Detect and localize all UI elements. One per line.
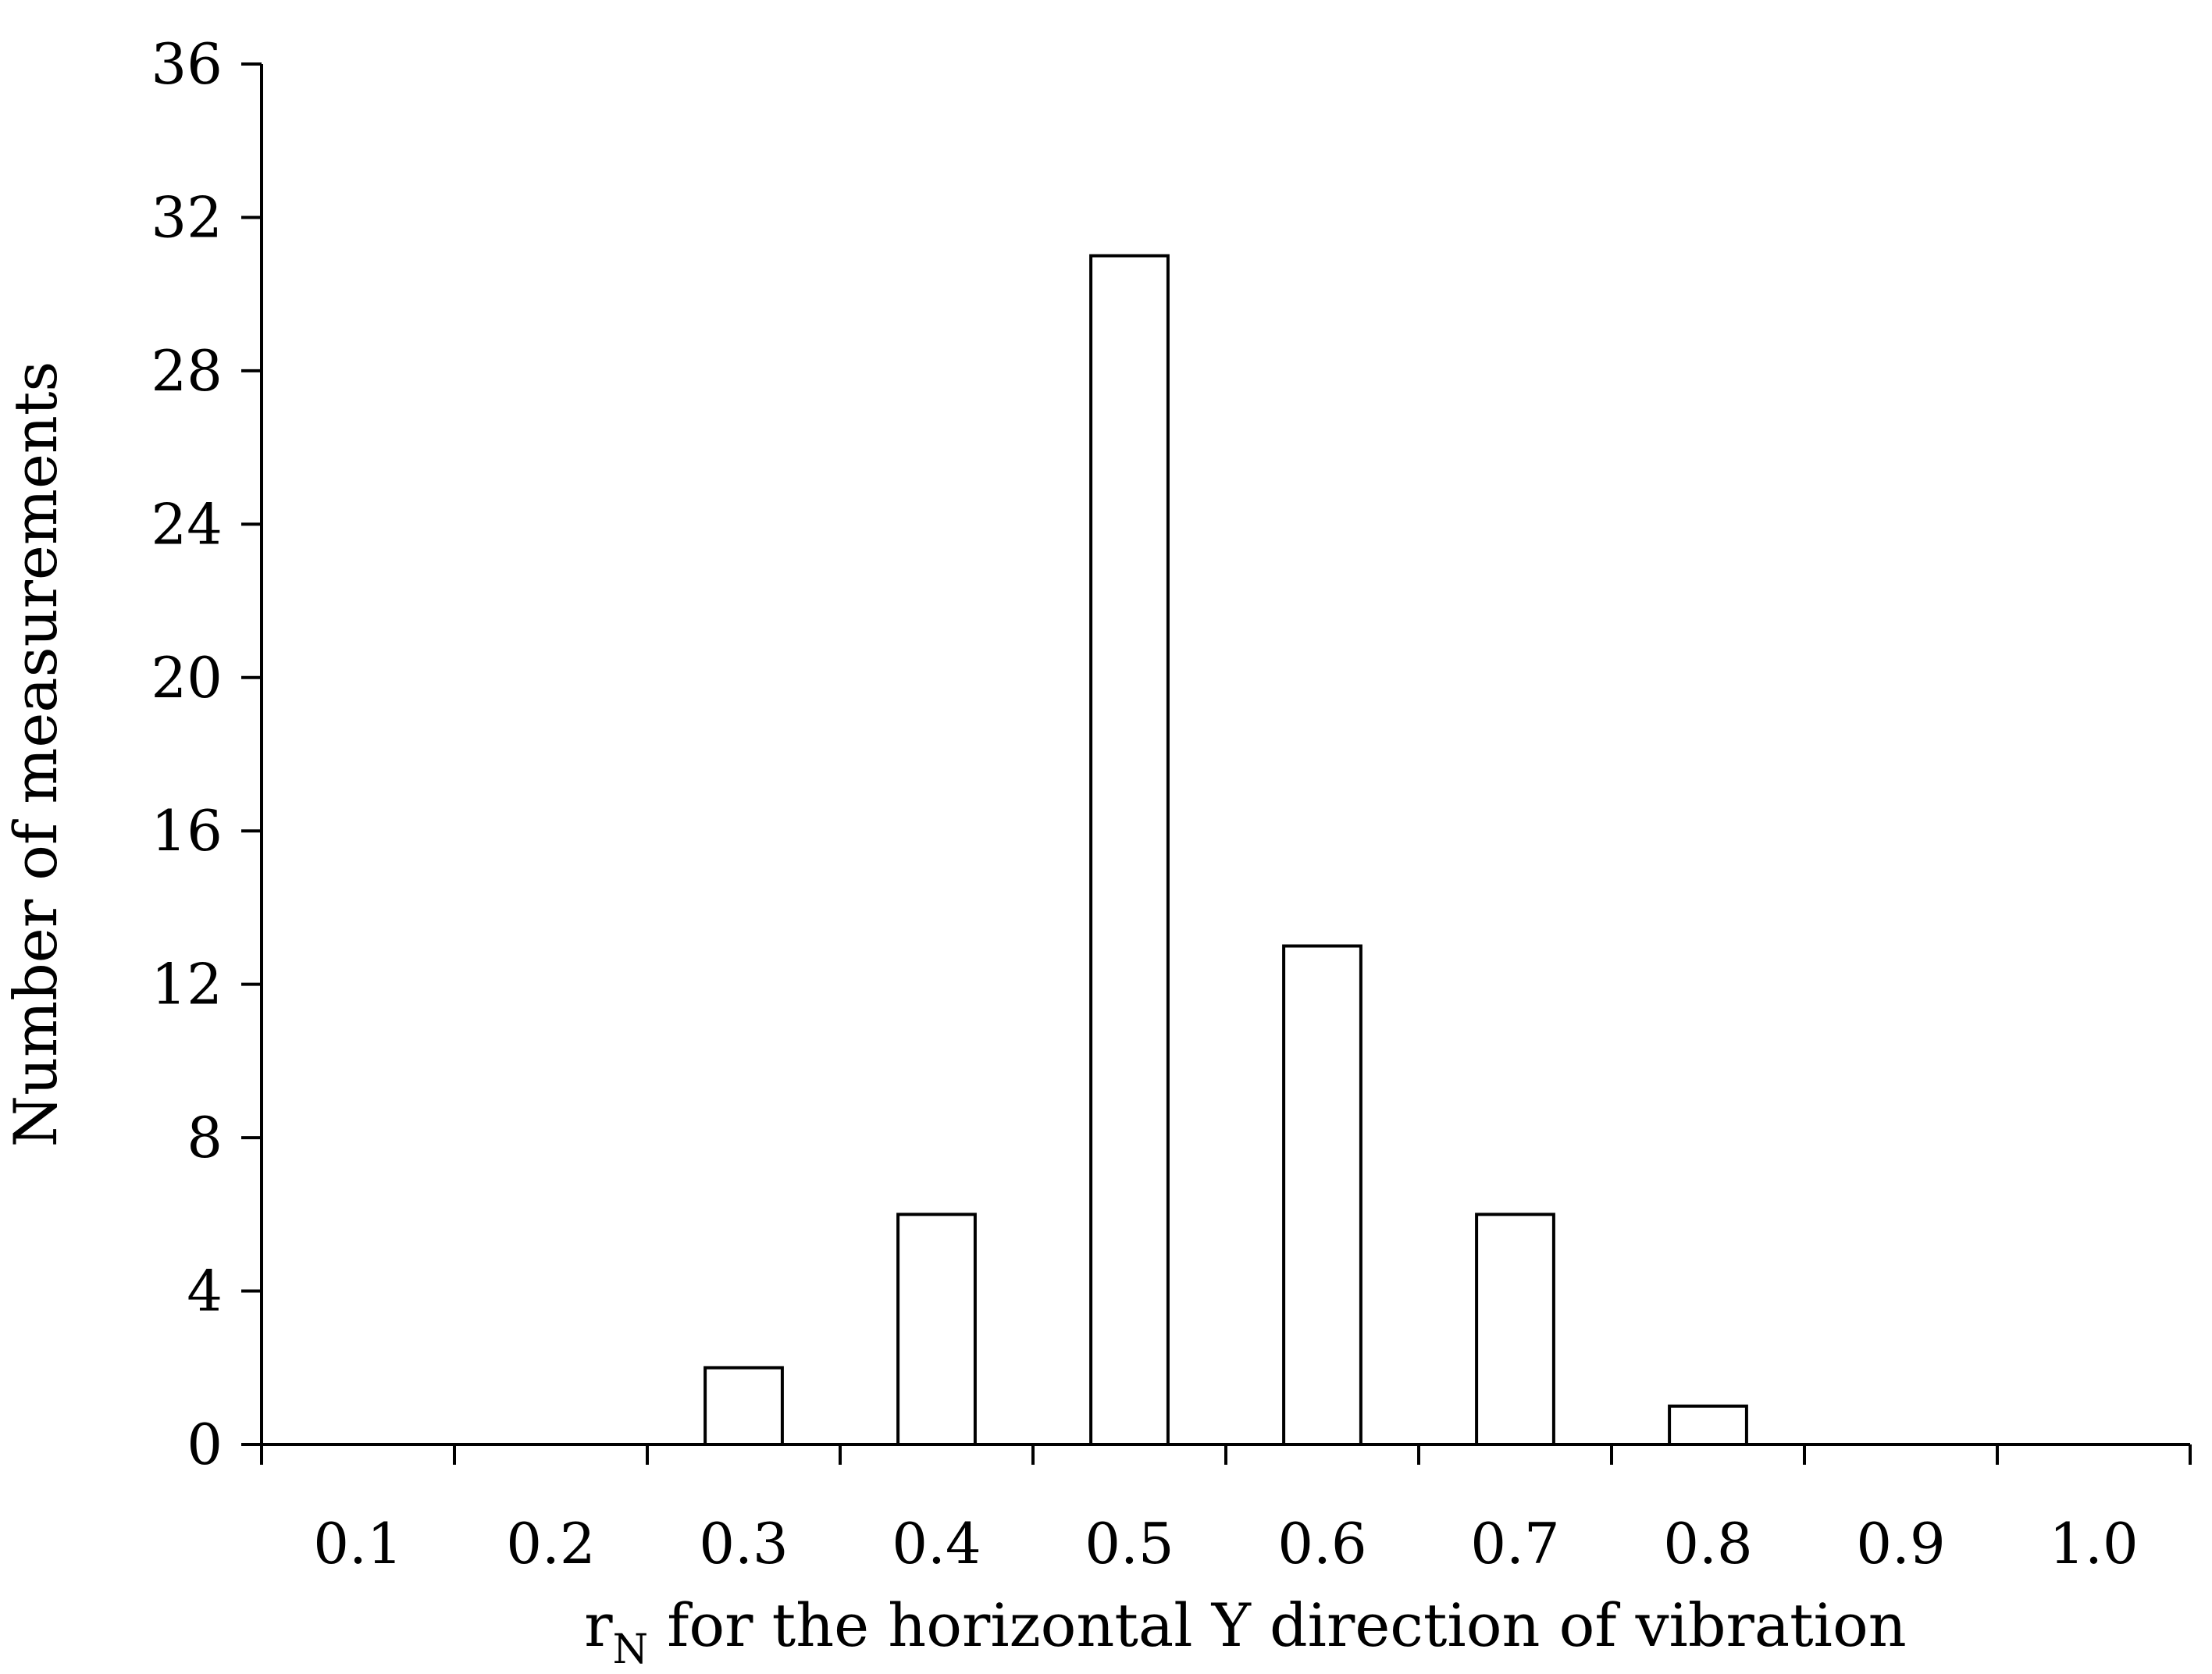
x-tick-label: 0.8 [1663, 1511, 1753, 1576]
y-tick-label: 12 [151, 952, 223, 1017]
x-tick-label: 0.3 [699, 1511, 789, 1576]
bar-0.8 [1668, 1404, 1748, 1447]
y-tick-label: 16 [151, 798, 223, 864]
y-tick-label: 0 [187, 1412, 223, 1477]
x-tick-label: 0.1 [313, 1511, 403, 1576]
x-tick-label: 0.6 [1277, 1511, 1367, 1576]
bar-0.3 [703, 1366, 784, 1447]
x-axis-title-rest: for the horizontal Y direction of vibrat… [648, 1590, 1907, 1660]
y-tick-label: 24 [151, 491, 223, 557]
x-tick-label: 1.0 [2049, 1511, 2139, 1576]
y-tick-label: 28 [151, 338, 223, 404]
y-tick-label: 36 [151, 31, 223, 97]
x-axis-title-symbol: r [584, 1590, 613, 1660]
x-tick-label: 0.2 [506, 1511, 596, 1576]
x-axis-title-subscript: N [613, 1626, 649, 1673]
x-axis: 0.1 0.2 0.3 0.4 0.5 0.6 0.7 0.8 0.9 1.0 [260, 1443, 2192, 1576]
y-tick-label: 32 [151, 184, 223, 250]
x-tick-label: 0.9 [1856, 1511, 1946, 1576]
bar-0.4 [896, 1213, 977, 1447]
x-tick-label: 0.4 [892, 1511, 981, 1576]
bar-0.6 [1282, 944, 1362, 1446]
y-axis: 0 4 8 12 16 20 24 28 32 36 [151, 31, 263, 1477]
x-tick-label: 0.5 [1085, 1511, 1174, 1576]
bar-0.5 [1089, 254, 1170, 1446]
y-tick-label: 4 [187, 1259, 223, 1324]
bar-0.7 [1475, 1213, 1555, 1447]
y-axis-title: Number of measurements [1, 362, 70, 1148]
x-tick-label: 0.7 [1470, 1511, 1560, 1576]
y-tick-label: 8 [187, 1105, 223, 1170]
y-tick-label: 20 [151, 645, 223, 711]
x-axis-title: rN for the horizontal Y direction of vib… [584, 1590, 1906, 1673]
bars [703, 254, 1748, 1447]
